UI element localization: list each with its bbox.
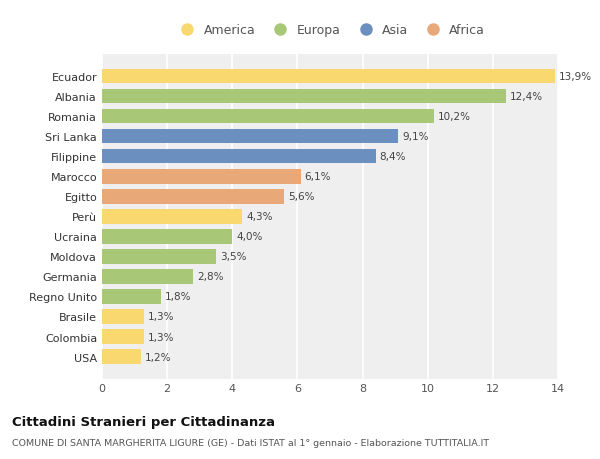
Bar <box>102 170 301 184</box>
Bar <box>102 230 232 244</box>
Bar <box>102 130 398 144</box>
Text: 12,4%: 12,4% <box>510 92 543 102</box>
Bar <box>102 210 242 224</box>
Text: 1,3%: 1,3% <box>148 332 175 342</box>
Text: 5,6%: 5,6% <box>289 192 315 202</box>
Bar <box>102 150 376 164</box>
Bar <box>102 110 434 124</box>
Text: 3,5%: 3,5% <box>220 252 247 262</box>
Bar <box>102 90 506 104</box>
Bar <box>102 310 145 324</box>
Bar <box>102 70 555 84</box>
Text: 6,1%: 6,1% <box>305 172 331 182</box>
Legend: America, Europa, Asia, Africa: America, Europa, Asia, Africa <box>170 19 490 42</box>
Text: 13,9%: 13,9% <box>559 72 592 82</box>
Text: 8,4%: 8,4% <box>380 152 406 162</box>
Text: 10,2%: 10,2% <box>438 112 471 122</box>
Bar <box>102 350 141 364</box>
Bar <box>102 330 145 344</box>
Text: 2,8%: 2,8% <box>197 272 224 282</box>
Text: 1,8%: 1,8% <box>164 292 191 302</box>
Text: 9,1%: 9,1% <box>403 132 429 142</box>
Text: COMUNE DI SANTA MARGHERITA LIGURE (GE) - Dati ISTAT al 1° gennaio - Elaborazione: COMUNE DI SANTA MARGHERITA LIGURE (GE) -… <box>12 438 489 448</box>
Bar <box>102 269 193 284</box>
Text: 4,0%: 4,0% <box>236 232 263 242</box>
Text: Cittadini Stranieri per Cittadinanza: Cittadini Stranieri per Cittadinanza <box>12 415 275 428</box>
Text: 4,3%: 4,3% <box>246 212 272 222</box>
Bar <box>102 290 161 304</box>
Bar <box>102 190 284 204</box>
Text: 1,3%: 1,3% <box>148 312 175 322</box>
Text: 1,2%: 1,2% <box>145 352 172 362</box>
Bar <box>102 250 216 264</box>
